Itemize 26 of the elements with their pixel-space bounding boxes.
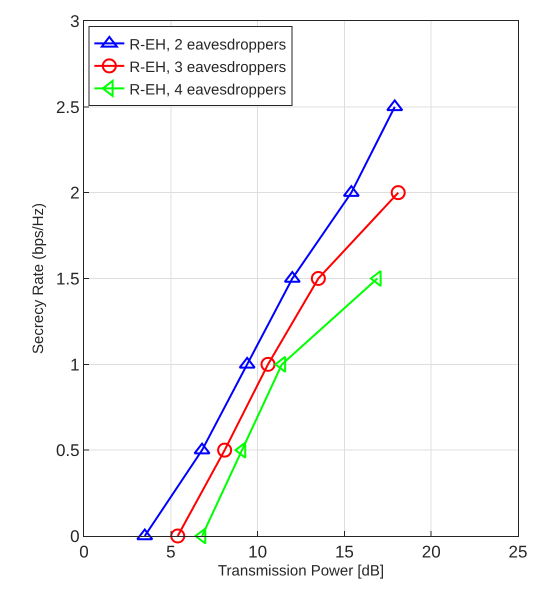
point: [170, 528, 186, 544]
x-tick-label: 15: [334, 542, 354, 562]
y-tick-label: 0: [70, 526, 80, 546]
point: [238, 356, 256, 369]
y-axis-title: Secrecy Rate (bps/Hz): [30, 203, 48, 354]
y-tick-label: 1: [70, 355, 80, 374]
y-tick-label: 3: [70, 12, 80, 31]
x-tick-label: 20: [422, 542, 441, 562]
point: [260, 356, 276, 372]
point: [390, 185, 406, 200]
x-axis-title: Transmission Power [dB]: [218, 562, 384, 580]
legend-label: R-EH, 3 eavesdroppers: [129, 58, 286, 76]
y-tick-label: 2: [70, 184, 80, 203]
point: [386, 99, 404, 112]
legend-label: R-EH, 2 eavesdroppers: [129, 36, 286, 54]
x-tick-label: 25: [508, 542, 528, 562]
point: [274, 356, 286, 373]
y-tick-label: 0.5: [56, 441, 80, 460]
x-tick-label: 10: [248, 542, 268, 562]
point: [234, 442, 246, 459]
y-tick-label: 2.5: [56, 98, 80, 117]
y-tick-label: 1.5: [56, 269, 80, 288]
point: [310, 271, 326, 286]
x-tick-label: 5: [166, 542, 176, 562]
point: [217, 442, 232, 458]
legend-label: R-EH, 4 eavesdroppers: [129, 81, 286, 98]
